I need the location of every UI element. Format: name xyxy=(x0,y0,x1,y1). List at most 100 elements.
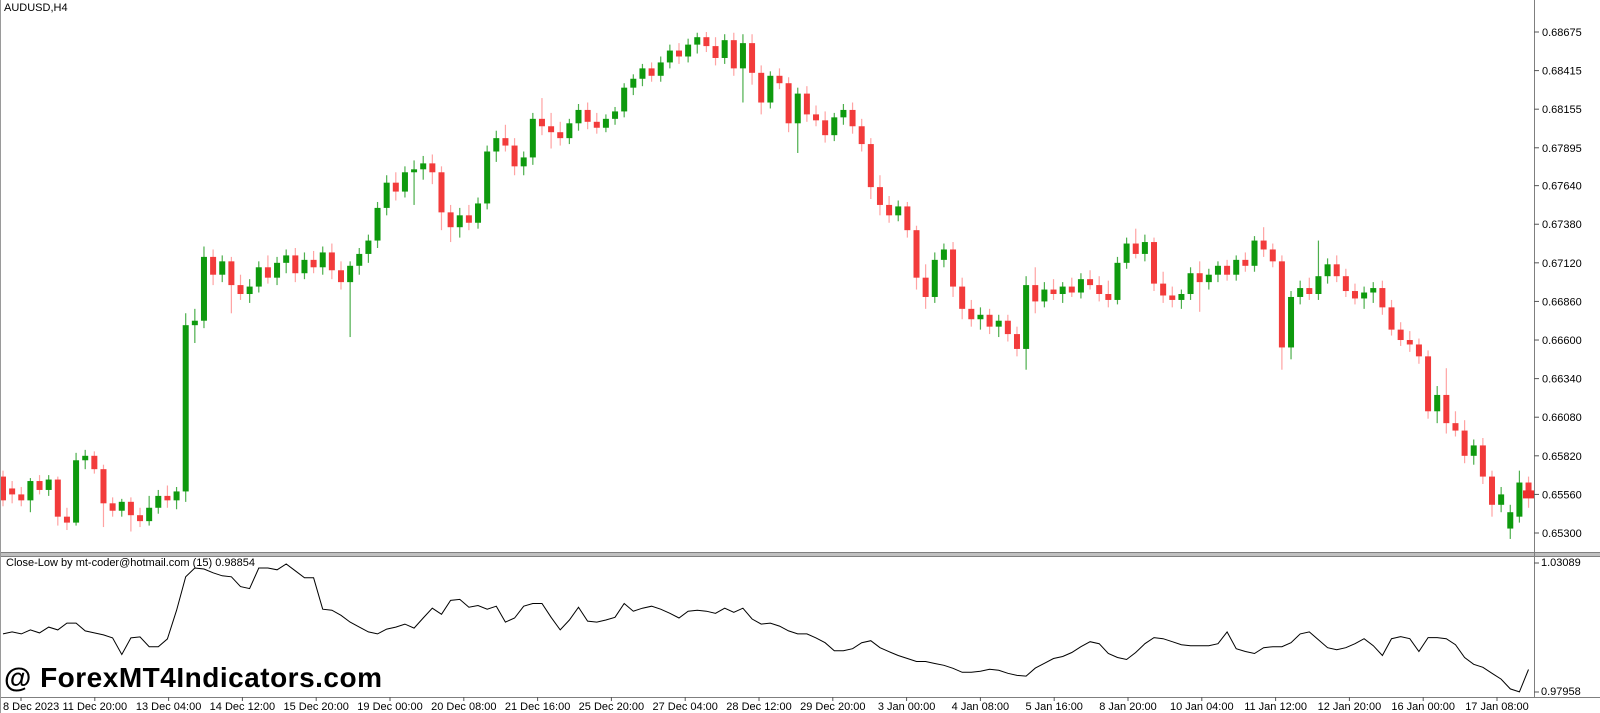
bear-candle-body xyxy=(109,503,116,511)
bull-candle-body xyxy=(1178,294,1185,300)
pane-separator-band[interactable] xyxy=(1,552,1600,557)
bear-candle-body xyxy=(228,261,235,286)
bear-candle-body xyxy=(876,187,883,205)
time-tick-label: 28 Dec 12:00 xyxy=(726,701,791,713)
bear-candle-body xyxy=(1479,445,1486,477)
bull-candle-body xyxy=(575,109,582,124)
bull-candle-body xyxy=(666,50,673,63)
bear-candle-body xyxy=(1032,285,1039,302)
bear-candle-body xyxy=(447,212,454,228)
bull-candle-body xyxy=(1370,288,1377,293)
bear-candle-body xyxy=(1169,295,1176,300)
bull-candle-body xyxy=(739,43,746,69)
bull-candle-body xyxy=(794,93,801,124)
bear-candle-body xyxy=(858,126,865,145)
time-tick-label: 15 Dec 20:00 xyxy=(283,701,348,713)
bull-candle-body xyxy=(1041,289,1048,302)
bear-candle-body xyxy=(438,172,445,213)
bear-candle-body xyxy=(548,126,555,133)
bear-candle-body xyxy=(292,255,299,274)
bull-candle-body xyxy=(612,111,619,119)
bull-candle-body xyxy=(685,44,692,57)
bear-candle-body xyxy=(137,515,144,522)
bull-candle-body xyxy=(1434,394,1441,412)
bull-candle-body xyxy=(1233,259,1240,275)
bull-candle-body xyxy=(283,255,290,263)
bear-candle-body xyxy=(886,204,893,216)
time-tick-label: 14 Dec 12:00 xyxy=(210,701,275,713)
bear-candle-body xyxy=(337,270,344,283)
bull-candle-body xyxy=(602,118,609,128)
bear-candle-body xyxy=(1333,264,1340,277)
bull-candle-body xyxy=(721,40,728,58)
bear-candle-body xyxy=(904,206,911,231)
bear-candle-body xyxy=(749,43,756,73)
bear-candle-body xyxy=(849,109,856,127)
bull-candle-body xyxy=(840,109,847,118)
bear-candle-body xyxy=(502,138,509,146)
bull-candle-body xyxy=(420,163,427,170)
time-tick-label: 8 Dec 2023 xyxy=(3,701,59,713)
bear-candle-body xyxy=(1269,249,1276,262)
time-axis-region[interactable] xyxy=(1,697,1600,713)
bear-candle-body xyxy=(1004,320,1011,335)
bull-candle-body xyxy=(274,262,281,278)
bull-candle-body xyxy=(347,265,354,283)
bull-candle-body xyxy=(1470,445,1477,456)
price-axis-region[interactable] xyxy=(1534,0,1600,697)
bull-candle-body xyxy=(456,215,463,228)
bull-candle-body xyxy=(246,286,253,295)
current-price-marker xyxy=(1523,490,1534,499)
bull-candle-body xyxy=(1059,286,1066,295)
bull-candle-body xyxy=(621,87,628,112)
bull-candle-body xyxy=(82,455,89,461)
bull-candle-body xyxy=(411,169,418,173)
price-tick-label: 0.68155 xyxy=(1542,104,1582,116)
time-tick-label: 11 Jan 12:00 xyxy=(1244,701,1307,713)
time-tick-label: 17 Jan 08:00 xyxy=(1465,701,1529,713)
bull-candle-body xyxy=(383,182,390,208)
bull-candle-body xyxy=(255,267,262,287)
bull-candle-body xyxy=(520,157,527,167)
bear-candle-body xyxy=(1342,276,1349,292)
bear-candle-body xyxy=(9,488,16,495)
bull-candle-body xyxy=(401,172,408,192)
bear-candle-body xyxy=(557,132,564,139)
price-tick-label: 0.67380 xyxy=(1542,219,1582,231)
time-tick-label: 10 Jan 04:00 xyxy=(1170,701,1234,713)
price-tick-label: 0.65560 xyxy=(1542,489,1582,501)
bull-candle-body xyxy=(155,495,162,508)
bull-candle-body xyxy=(940,249,947,260)
bull-candle-body xyxy=(182,325,189,492)
bull-candle-body xyxy=(1077,279,1084,293)
bear-candle-body xyxy=(429,163,436,173)
bull-candle-body xyxy=(146,507,153,522)
bear-candle-body xyxy=(1278,261,1285,348)
bull-candle-body xyxy=(1251,240,1258,266)
price-tick-label: 0.66340 xyxy=(1542,374,1582,386)
price-tick-label: 0.67640 xyxy=(1542,181,1582,193)
bull-candle-body xyxy=(27,481,34,501)
bear-candle-body xyxy=(584,109,591,122)
time-tick-label: 12 Jan 20:00 xyxy=(1318,701,1382,713)
time-tick-label: 16 Jan 00:00 xyxy=(1391,701,1455,713)
bear-candle-body xyxy=(392,182,399,192)
bull-candle-body xyxy=(1498,494,1505,505)
bear-candle-body xyxy=(968,308,975,320)
bear-candle-body xyxy=(712,46,719,58)
bear-candle-body xyxy=(36,481,43,490)
bear-candle-body xyxy=(511,145,518,167)
indicator-label: Close-Low by mt-coder@hotmail.com (15) 0… xyxy=(6,557,255,569)
bull-candle-body xyxy=(374,207,381,241)
bear-candle-body xyxy=(237,285,244,295)
bear-candle-body xyxy=(959,286,966,309)
bear-candle-body xyxy=(813,114,820,121)
time-tick-label: 27 Dec 04:00 xyxy=(652,701,717,713)
bull-candle-body xyxy=(173,491,180,501)
bull-candle-body xyxy=(475,203,482,223)
bull-candle-body xyxy=(767,75,774,103)
indicator-axis-max-label: 1.03089 xyxy=(1541,557,1581,569)
bull-candle-body xyxy=(484,151,491,204)
time-tick-label: 5 Jan 16:00 xyxy=(1025,701,1083,713)
